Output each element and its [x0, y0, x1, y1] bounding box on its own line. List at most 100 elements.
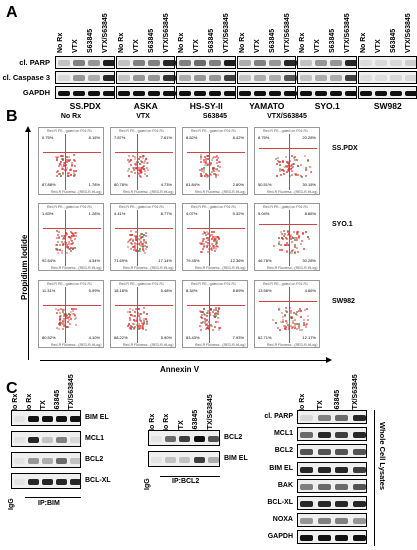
event-dot [203, 317, 206, 320]
lane-header: No Rx [117, 32, 125, 53]
event-dot [275, 321, 278, 324]
blot-band [69, 437, 81, 443]
event-dot [60, 250, 63, 253]
event-dot [283, 235, 286, 238]
event-dot [133, 163, 136, 166]
event-dot [138, 239, 141, 242]
blot-band [239, 91, 252, 96]
event-dot [59, 174, 62, 177]
flow-column-label: VTX [136, 113, 150, 120]
event-dot [140, 319, 143, 322]
flow-x-axis: Red-R Fluoresc...(RED-R-HLog) [267, 190, 318, 194]
blot-strip [11, 431, 81, 447]
event-dot [139, 232, 142, 235]
event-dot [134, 320, 137, 323]
event-dot [64, 242, 67, 245]
quadrant-ur: 4.66% [304, 288, 316, 293]
event-dot [212, 231, 215, 234]
flow-plot-header: Red R PE-, gated on P01.R1 [191, 282, 236, 286]
event-dot [210, 308, 213, 311]
quadrant-ll: 46.78% [258, 258, 272, 263]
blot-band [179, 457, 191, 463]
quadrant-ul: 13.56% [258, 288, 272, 293]
flow-plot-header: Red R PE-, gated on P01.R1 [47, 129, 92, 133]
event-dot [275, 163, 278, 166]
event-dot [291, 170, 294, 173]
row-label-cl-parp: cl. PARP [19, 58, 50, 67]
blot-strip [176, 86, 236, 99]
event-dot [62, 243, 65, 246]
event-dot [72, 235, 75, 238]
event-dot [72, 159, 75, 162]
event-dot [61, 241, 64, 244]
event-dot [295, 328, 298, 331]
yaxis-arrow-head [25, 126, 31, 132]
event-dot [215, 242, 218, 245]
lane-header: VTX/S63845 [68, 374, 75, 414]
event-dot [304, 175, 307, 178]
event-dot [207, 232, 210, 235]
event-dot [134, 156, 136, 159]
quadrant-lr: 30.28% [302, 258, 316, 263]
event-dot [290, 241, 293, 244]
event-dot [205, 237, 208, 240]
event-dot [279, 164, 282, 167]
event-dot [288, 167, 291, 170]
blot-band [299, 91, 312, 96]
event-dot [59, 308, 62, 311]
flow-plot: Red R PE-, gated on P01.R1 Red-R Fluoresc… [254, 127, 320, 195]
blot-row-label: BIM EL [85, 414, 109, 421]
event-dot [145, 174, 148, 177]
quadrant-ur: 5.99% [88, 288, 100, 293]
blot-row-label: BIM EL [224, 455, 248, 462]
event-dot [210, 233, 213, 236]
event-dot [127, 240, 130, 243]
event-dot [204, 160, 207, 163]
event-dot [304, 308, 307, 311]
event-dot [141, 166, 144, 169]
event-dot [304, 155, 307, 158]
event-dot [131, 245, 134, 248]
event-dot [131, 166, 134, 169]
event-dot [276, 156, 279, 159]
event-dot [202, 171, 205, 174]
blot-band [314, 60, 327, 66]
event-dot [140, 168, 143, 171]
event-dot [129, 239, 132, 242]
event-dot [203, 237, 206, 240]
igg-label: IgG [8, 498, 15, 510]
event-dot [60, 154, 63, 157]
event-dot [203, 160, 206, 163]
event-dot [203, 231, 206, 234]
flow-x-axis: Red-R Fluoresc...(RED-R-HLog) [267, 266, 318, 270]
blot-band [55, 458, 67, 464]
event-dot [140, 237, 143, 240]
event-dot [140, 322, 143, 325]
event-dot [127, 158, 130, 161]
event-dot [128, 326, 131, 329]
event-dot [218, 307, 221, 310]
cell-line-label: YAMATO [249, 101, 285, 111]
event-dot [63, 161, 66, 164]
event-dot [282, 318, 285, 321]
quadrant-lr: 1.78% [88, 182, 100, 187]
event-dot [139, 155, 142, 158]
event-dot [214, 236, 217, 239]
event-dot [138, 247, 141, 250]
event-dot [287, 324, 290, 327]
blot-strip [357, 86, 417, 99]
event-dot [283, 230, 286, 233]
event-dot [199, 309, 202, 312]
event-dot [136, 239, 139, 242]
event-dot [68, 323, 71, 326]
event-dot [303, 318, 306, 321]
blot-band [360, 91, 373, 96]
event-dot [208, 312, 211, 315]
event-dot [143, 317, 146, 320]
flow-row-label: SW982 [332, 298, 355, 305]
quadrant-lr: 5.90% [160, 335, 172, 340]
event-dot [133, 248, 136, 251]
event-dot [293, 244, 296, 247]
blot-strip [115, 56, 176, 69]
event-dot [215, 307, 218, 310]
